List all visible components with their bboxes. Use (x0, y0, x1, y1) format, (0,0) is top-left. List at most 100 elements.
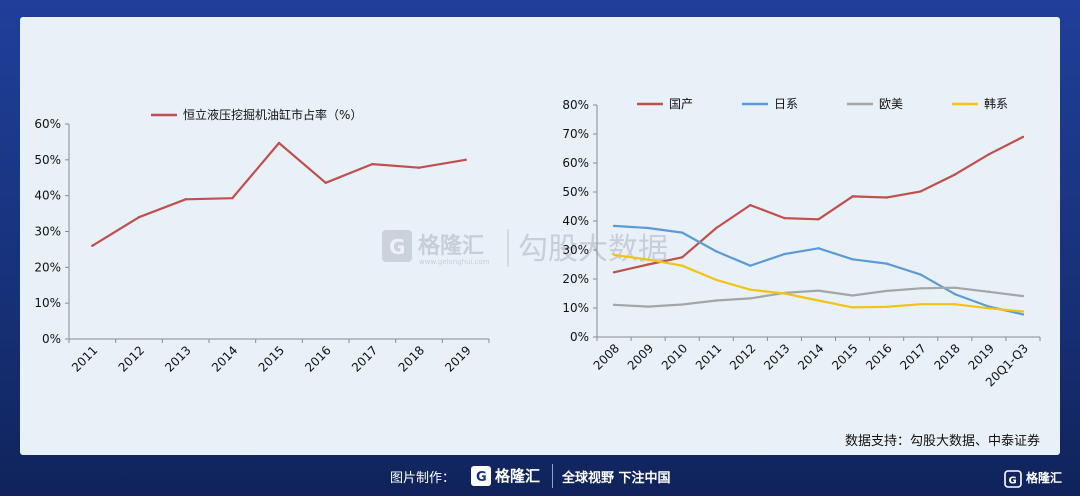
x-tick-label: 2019 (442, 343, 473, 374)
data-point (184, 198, 187, 201)
data-point (680, 256, 684, 259)
data-point (646, 226, 650, 230)
data-point (612, 271, 616, 274)
data-point (749, 203, 752, 207)
data-point (715, 250, 718, 253)
y-tick-label: 10% (34, 296, 61, 310)
watermark-logo-glyph: G (389, 235, 405, 259)
data-point (715, 226, 718, 230)
legend-label: 日系 (774, 97, 798, 111)
data-point (953, 292, 957, 296)
data-point (137, 215, 141, 219)
data-point (919, 287, 922, 290)
data-point (91, 244, 94, 248)
x-tick-label: 2016 (302, 343, 333, 374)
data-point (885, 305, 888, 309)
data-point (324, 181, 327, 184)
watermark-brand: 格隆汇 (418, 233, 484, 259)
data-point (817, 247, 820, 250)
data-point (817, 299, 820, 302)
footer-logo-mark (471, 466, 491, 486)
data-point (680, 303, 684, 306)
legend-label: 恒立液压挖掘机油缸市占率（%） (183, 107, 362, 122)
data-point (987, 153, 991, 156)
data-point (851, 258, 854, 261)
x-tick-label: 2016 (863, 341, 894, 372)
data-point (612, 224, 616, 228)
data-point (919, 190, 922, 193)
data-point (851, 294, 854, 297)
data-point (783, 292, 786, 295)
data-point (646, 258, 650, 261)
data-point (919, 273, 922, 276)
x-tick-label: 2014 (795, 341, 826, 372)
footer-logo: G 格隆汇 (471, 466, 540, 486)
footer-made-label: 图片制作： (390, 471, 456, 486)
y-tick-label: 20% (34, 260, 61, 274)
data-point (885, 196, 888, 199)
y-tick-label: 30% (562, 243, 589, 257)
data-point (1021, 135, 1025, 139)
x-tick-label: 2010 (659, 341, 690, 372)
y-tick-label: 20% (562, 272, 589, 286)
x-tick-label: 2017 (349, 343, 380, 374)
data-point (646, 263, 650, 266)
x-tick-label: 2019 (966, 341, 997, 372)
legend-label: 国产 (669, 97, 693, 111)
x-tick-label: 2012 (116, 343, 147, 374)
y-tick-label: 60% (34, 117, 61, 131)
data-point (231, 196, 234, 200)
data-point (612, 253, 616, 257)
data-point (817, 218, 820, 221)
data-point (417, 166, 421, 169)
data-point (715, 278, 718, 282)
data-point (749, 297, 752, 300)
x-tick-label: 2018 (931, 341, 962, 372)
data-point (715, 299, 718, 302)
data-point (646, 305, 650, 308)
y-tick-label: 30% (34, 225, 61, 239)
x-tick-label: 2011 (69, 343, 100, 374)
footer-divider (552, 464, 553, 488)
y-tick-label: 50% (562, 185, 589, 199)
y-tick-label: 70% (562, 127, 589, 141)
footer-bar: 图片制作： G 格隆汇 全球视野 下注中国 G 格隆汇 (0, 458, 1080, 496)
data-point (1021, 313, 1025, 316)
data-point (612, 303, 616, 307)
footer-slogan: 全球视野 下注中国 (562, 471, 671, 486)
data-point (277, 141, 281, 145)
watermark-logo-icon (382, 230, 412, 262)
data-point (1021, 310, 1025, 313)
y-tick-label: 50% (34, 153, 61, 167)
x-tick-label: 2015 (829, 341, 860, 372)
legend-label: 韩系 (984, 96, 1008, 111)
y-tick-label: 0% (42, 332, 61, 346)
corner-brand: 格隆汇 (1026, 471, 1063, 485)
y-tick-label: 60% (562, 156, 589, 170)
x-tick-label: 2012 (727, 341, 758, 372)
legend-label: 欧美 (879, 97, 903, 111)
footer-logo-glyph: G (476, 470, 487, 485)
data-point (987, 290, 991, 293)
series-line-3 (613, 253, 1024, 313)
x-tick-label: 2009 (625, 341, 656, 372)
x-tick-label: 2013 (761, 341, 792, 372)
source-note: 数据支持：勾股大数据、中泰证券 (844, 434, 1040, 449)
x-tick-label: 2018 (396, 343, 427, 374)
footer-brand: 格隆汇 (495, 467, 540, 485)
x-tick-label: 2008 (591, 341, 622, 372)
y-tick-label: 0% (570, 330, 589, 344)
chart-panel: G 格隆汇 www.gelonghui.com 勾股大数据 0% 10% 20% 30% 40%… (20, 17, 1060, 455)
x-tick-label: 2014 (209, 343, 240, 374)
y-tick-label: 40% (34, 189, 61, 203)
data-point (953, 286, 957, 289)
data-point (680, 231, 684, 234)
x-tick-label: 2015 (256, 343, 287, 374)
data-point (885, 289, 888, 293)
data-point (1021, 294, 1025, 298)
data-point (953, 303, 957, 306)
svg-text:G: G (1009, 476, 1017, 487)
data-point (885, 262, 888, 265)
y-tick-label: 10% (562, 301, 589, 315)
